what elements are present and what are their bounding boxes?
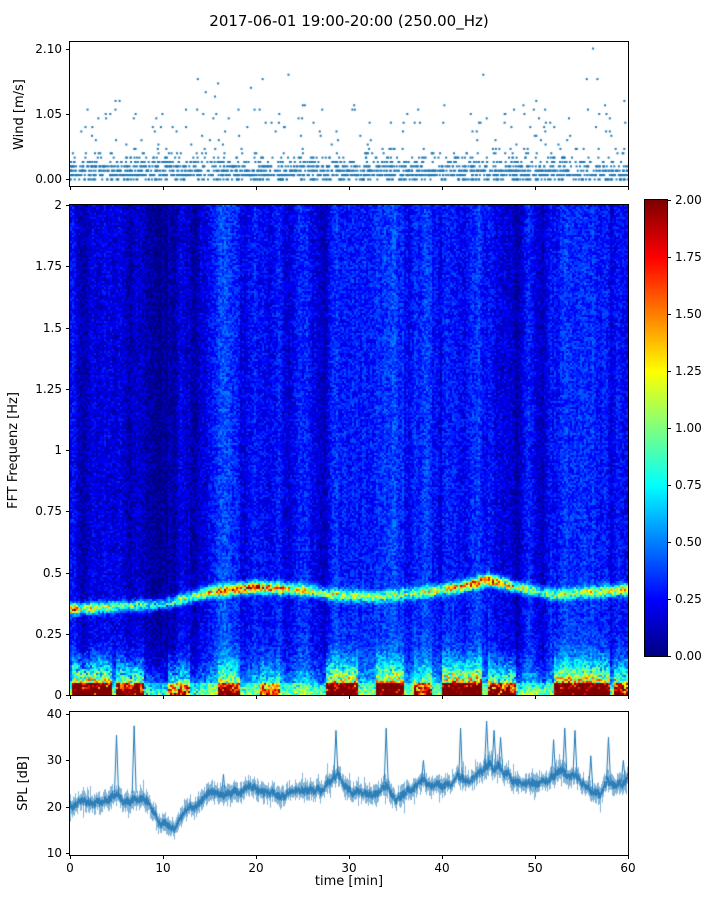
spl-ytick-label: 30: [46, 753, 62, 768]
x-tick-label: 10: [155, 861, 171, 875]
spl-ytick-label: 20: [46, 799, 62, 814]
spec-ytick-mark: [66, 266, 70, 268]
wind-xtick-mark: [628, 186, 629, 190]
x-tick-mark: [349, 855, 350, 859]
wind-ytick-mark: [66, 114, 70, 115]
colorbar-tick-mark: [667, 542, 671, 543]
x-tick-mark: [535, 855, 536, 859]
x-tick-mark: [70, 855, 71, 859]
spl-ytick-mark: [66, 806, 70, 808]
spec-xtick-mark: [442, 695, 443, 699]
x-tick-label: 50: [527, 861, 543, 875]
colorbar-tick-label: 1.50: [675, 307, 702, 321]
spec-ytick-mark: [66, 327, 70, 329]
wind-ytick-label: 1.05: [35, 107, 62, 121]
colorbar-tick-label: 0.50: [675, 535, 702, 549]
x-tick-mark: [163, 855, 164, 859]
spec-ytick-mark: [66, 205, 70, 206]
spl-canvas: [70, 712, 628, 855]
spec-ytick-mark: [66, 388, 70, 390]
x-tick-label: 60: [620, 861, 636, 875]
spec-ytick-label: 1.25: [35, 381, 62, 396]
spectrogram-canvas: [70, 205, 628, 695]
colorbar-tick-label: 0.00: [675, 649, 702, 663]
spec-ytick-label: 1.5: [42, 320, 62, 335]
x-tick-label: 0: [66, 861, 74, 875]
colorbar-tick-mark: [667, 371, 671, 372]
wind-xtick-mark: [535, 186, 536, 190]
colorbar-tick-label: 1.25: [675, 364, 702, 378]
colorbar-tick-label: 2.00: [675, 193, 702, 207]
colorbar-tick-label: 1.75: [675, 250, 702, 264]
spec-xtick-mark: [628, 695, 629, 699]
colorbar-tick-label: 1.00: [675, 421, 702, 435]
colorbar-tick-mark: [667, 257, 671, 258]
x-tick-label: 20: [248, 861, 264, 875]
x-tick-label: 30: [341, 861, 357, 875]
wind-xtick-mark: [70, 186, 71, 190]
x-tick-mark: [442, 855, 443, 859]
spl-ytick-mark: [66, 714, 70, 716]
wind-ytick-mark: [66, 179, 70, 181]
spec-ytick-mark: [66, 572, 70, 574]
spec-ytick-mark: [66, 633, 70, 635]
colorbar-canvas: [645, 200, 667, 656]
spl-ytick-mark: [66, 760, 70, 762]
spec-ytick-label: 1: [54, 443, 62, 457]
spl-ylabel: SPL [dB]: [12, 712, 34, 855]
colorbar-tick-mark: [667, 599, 671, 600]
spec-ytick-mark: [66, 450, 70, 451]
colorbar-tick-mark: [667, 200, 671, 201]
colorbar-tick-mark: [667, 428, 671, 429]
wind-xtick-mark: [256, 186, 257, 190]
spl-ytick-mark: [66, 852, 70, 854]
x-tick-mark: [256, 855, 257, 859]
x-tick-mark: [628, 855, 629, 859]
wind-ytick-label: 2.10: [35, 41, 62, 56]
wind-ytick-label: 0.00: [35, 172, 62, 187]
colorbar-tick-mark: [667, 314, 671, 315]
spec-ytick-label: 0: [54, 688, 62, 702]
spec-ytick-label: 0.25: [35, 626, 62, 641]
spec-xtick-mark: [535, 695, 536, 699]
spec-ytick-label: 0.75: [35, 504, 62, 519]
wind-ytick-mark: [66, 48, 70, 50]
x-tick-label: 40: [434, 861, 450, 875]
wind-xtick-mark: [163, 186, 164, 190]
wind-scatter-canvas: [70, 42, 628, 186]
figure-title: 2017-06-01 19:00-20:00 (250.00_Hz): [209, 12, 489, 30]
spec-ytick-label: 2: [54, 198, 62, 212]
spec-ytick-mark: [66, 695, 70, 696]
wind-xtick-mark: [349, 186, 350, 190]
spec-ytick-label: 0.5: [42, 565, 62, 580]
colorbar-tick-mark: [667, 656, 671, 657]
spec-xtick-mark: [163, 695, 164, 699]
wind-xtick-mark: [442, 186, 443, 190]
spec-xtick-mark: [70, 695, 71, 699]
x-axis-label: time [min]: [314, 874, 384, 889]
spec-ytick-label: 1.75: [35, 259, 62, 274]
spec-xtick-mark: [256, 695, 257, 699]
spec-ytick-mark: [66, 511, 70, 513]
spl-ytick-label: 10: [46, 845, 62, 860]
colorbar-tick-label: 0.25: [675, 592, 702, 606]
colorbar-tick-label: 0.75: [675, 478, 702, 492]
spec-xtick-mark: [349, 695, 350, 699]
spl-ytick-label: 40: [46, 707, 62, 722]
colorbar-tick-mark: [667, 485, 671, 486]
